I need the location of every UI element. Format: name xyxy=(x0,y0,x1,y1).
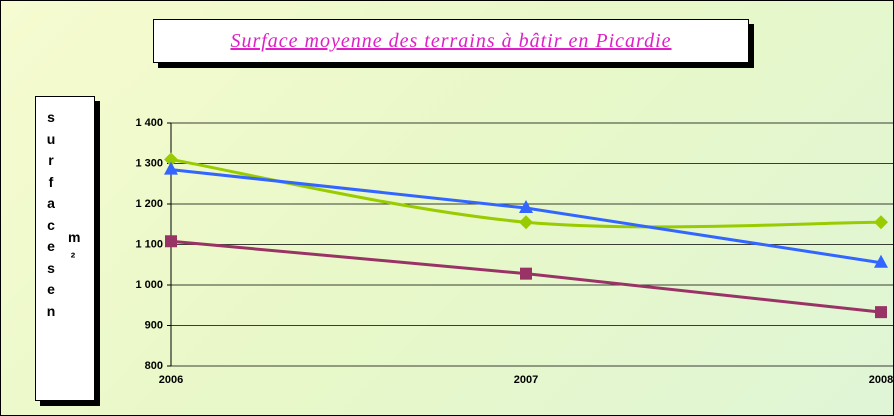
x-tick-label: 2006 xyxy=(159,374,183,386)
marker xyxy=(519,200,533,214)
y-tick-label: 900 xyxy=(145,319,163,331)
marker xyxy=(164,152,178,167)
y-axis-label: surfaces en xyxy=(46,109,59,319)
marker xyxy=(519,215,533,230)
marker xyxy=(874,215,888,230)
y-tick-label: 1 400 xyxy=(135,117,163,129)
marker xyxy=(520,267,532,280)
y-tick-label: 1 000 xyxy=(135,279,163,291)
y-tick-label: 1 200 xyxy=(135,198,163,210)
y-tick-label: 800 xyxy=(145,360,163,372)
x-tick-label: 2007 xyxy=(514,374,538,386)
y-axis-label-box: surfaces en m² xyxy=(35,96,95,401)
marker xyxy=(874,254,888,268)
chart-title: Surface moyenne des terrains à bâtir en … xyxy=(153,19,749,63)
x-tick-label: 2008 xyxy=(869,374,893,386)
marker xyxy=(164,161,178,175)
marker xyxy=(875,306,887,319)
y-axis-unit: m² xyxy=(68,229,81,265)
y-tick-label: 1 300 xyxy=(135,157,163,169)
y-tick-label: 1 100 xyxy=(135,238,163,250)
marker xyxy=(165,235,177,248)
